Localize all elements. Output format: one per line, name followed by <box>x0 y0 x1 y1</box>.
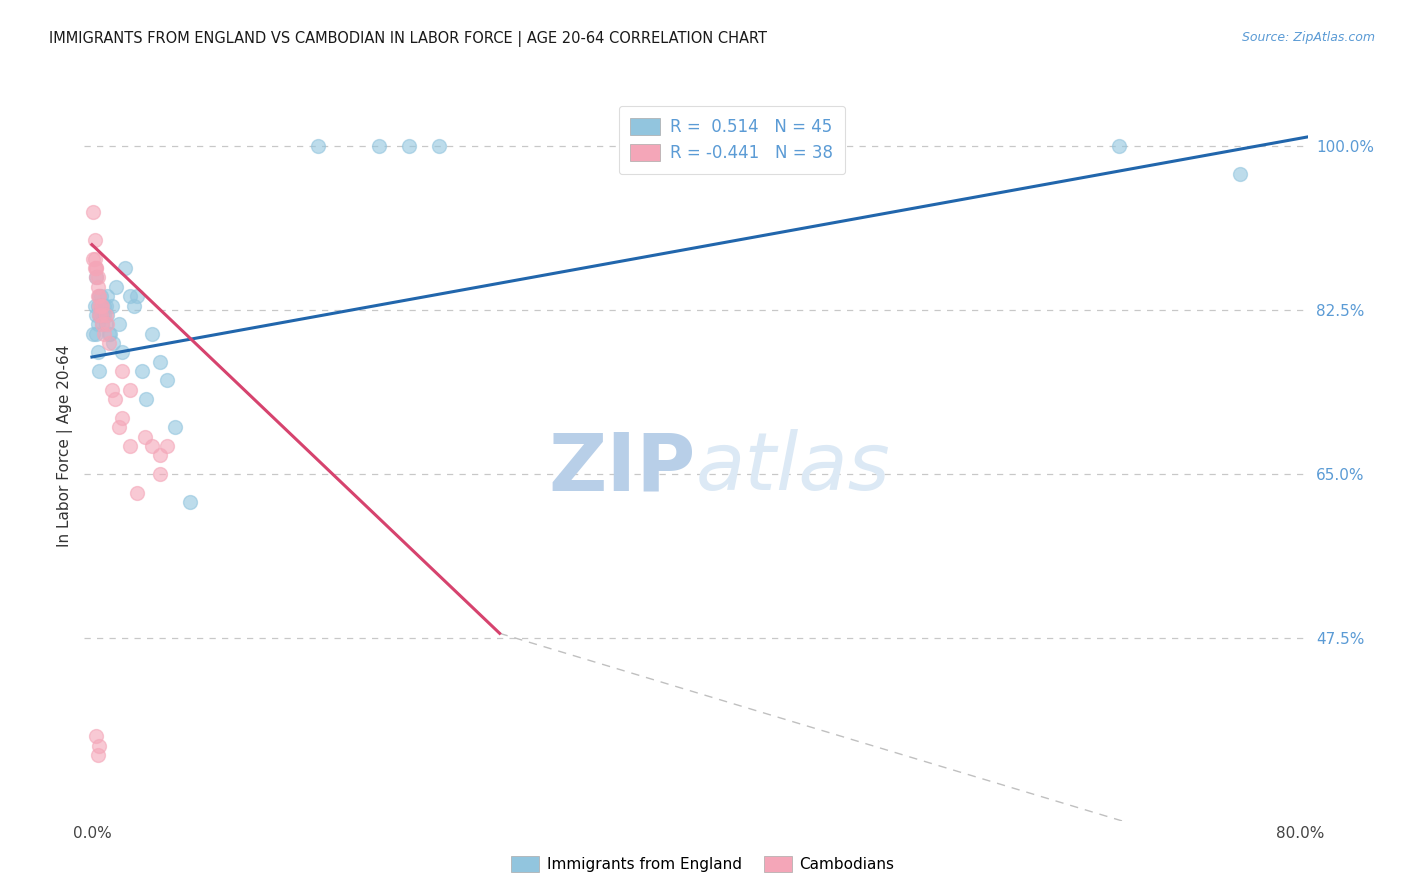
Point <box>86 270 108 285</box>
Point <box>93 308 115 322</box>
Point <box>97 336 120 351</box>
Point <box>89 364 111 378</box>
Point <box>94 299 117 313</box>
Point <box>86 270 108 285</box>
Point <box>105 280 128 294</box>
Point <box>86 326 108 341</box>
Point <box>87 748 110 763</box>
Point <box>84 261 107 276</box>
Point <box>98 326 121 341</box>
Point <box>89 308 111 322</box>
Point <box>156 374 179 388</box>
Point <box>82 205 104 219</box>
Point <box>87 345 110 359</box>
Point <box>89 289 111 303</box>
Text: atlas: atlas <box>696 429 891 508</box>
Point <box>135 392 157 407</box>
Point <box>111 411 134 425</box>
Point <box>101 336 124 351</box>
Point <box>87 318 110 332</box>
Point <box>108 420 131 434</box>
Text: Source: ZipAtlas.com: Source: ZipAtlas.com <box>1241 31 1375 45</box>
Point <box>111 345 134 359</box>
Point <box>87 289 110 303</box>
Point <box>1108 139 1130 153</box>
Point <box>96 308 118 322</box>
Point <box>141 326 163 341</box>
Point <box>84 252 107 266</box>
Legend: R =  0.514   N = 45, R = -0.441   N = 38: R = 0.514 N = 45, R = -0.441 N = 38 <box>619 106 845 174</box>
Point <box>91 308 114 322</box>
Point <box>427 139 450 153</box>
Point <box>86 730 108 744</box>
Point <box>89 308 111 322</box>
Point <box>118 383 141 397</box>
Point <box>84 299 107 313</box>
Point <box>1229 168 1251 182</box>
Text: ZIP: ZIP <box>548 429 696 508</box>
Point <box>94 318 117 332</box>
Point <box>100 299 122 313</box>
Point <box>91 299 114 313</box>
Y-axis label: In Labor Force | Age 20-64: In Labor Force | Age 20-64 <box>58 345 73 547</box>
Point <box>96 289 118 303</box>
Point <box>89 739 111 753</box>
Point <box>91 318 114 332</box>
Point <box>89 299 111 313</box>
Point <box>367 139 389 153</box>
Point <box>90 308 112 322</box>
Point <box>84 233 107 247</box>
Point <box>127 485 149 500</box>
Point <box>149 449 172 463</box>
Point <box>131 364 153 378</box>
Point <box>122 299 145 313</box>
Point <box>97 326 120 341</box>
Point <box>156 439 179 453</box>
Point <box>93 326 115 341</box>
Point <box>94 308 117 322</box>
Point <box>96 318 118 332</box>
Point <box>179 495 201 509</box>
Point <box>90 308 112 322</box>
Point <box>307 139 329 153</box>
Point <box>87 280 110 294</box>
Point <box>86 261 108 276</box>
Point <box>149 355 172 369</box>
Point <box>91 318 114 332</box>
Point <box>82 326 104 341</box>
Point <box>87 299 110 313</box>
Point <box>90 289 112 303</box>
Point <box>149 467 172 482</box>
Point <box>103 392 125 407</box>
Point <box>134 430 156 444</box>
Point <box>87 270 110 285</box>
Legend: Immigrants from England, Cambodians: Immigrants from England, Cambodians <box>503 848 903 880</box>
Point <box>118 289 141 303</box>
Point <box>114 261 136 276</box>
Text: IMMIGRANTS FROM ENGLAND VS CAMBODIAN IN LABOR FORCE | AGE 20-64 CORRELATION CHAR: IMMIGRANTS FROM ENGLAND VS CAMBODIAN IN … <box>49 31 768 47</box>
Point <box>86 308 108 322</box>
Point <box>398 139 420 153</box>
Point <box>82 252 104 266</box>
Point <box>90 299 112 313</box>
Point <box>163 420 186 434</box>
Point <box>118 439 141 453</box>
Point <box>141 439 163 453</box>
Point <box>89 289 111 303</box>
Point <box>86 261 108 276</box>
Point <box>100 383 122 397</box>
Point <box>127 289 149 303</box>
Point <box>111 364 134 378</box>
Point <box>93 299 115 313</box>
Point <box>108 318 131 332</box>
